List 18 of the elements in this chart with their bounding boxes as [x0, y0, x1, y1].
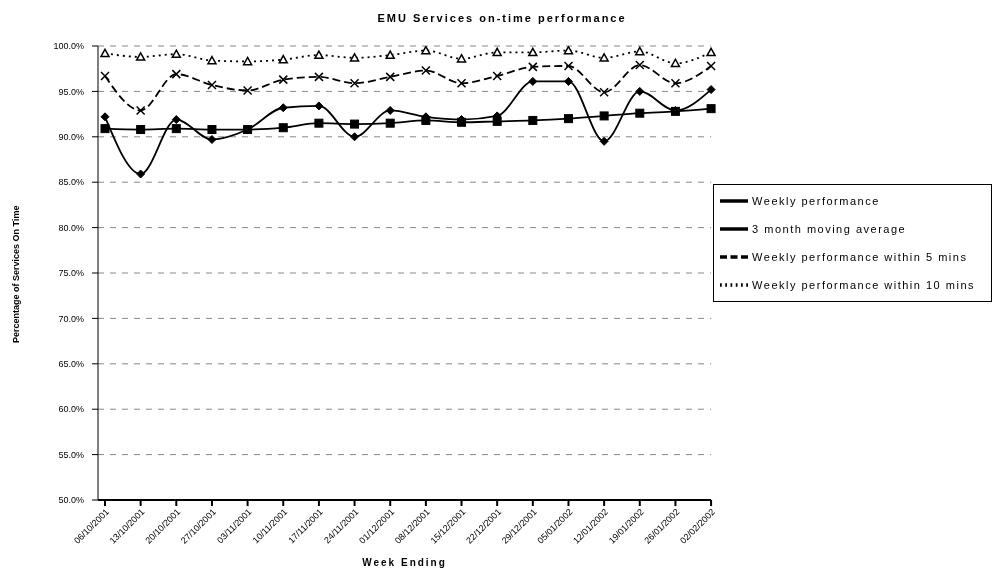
- y-tick-label: 70.0%: [58, 313, 84, 324]
- y-tick-label: 60.0%: [58, 404, 84, 415]
- y-tick-label: 75.0%: [58, 268, 84, 279]
- legend-label: 3 month moving average: [752, 223, 907, 236]
- y-tick-label: 85.0%: [58, 177, 84, 188]
- y-tick-label: 65.0%: [58, 358, 84, 369]
- y-tick-label: 80.0%: [58, 222, 84, 233]
- y-axis-title: Percentage of Services On Time: [11, 205, 22, 343]
- y-tick-label: 100.0%: [53, 41, 84, 52]
- y-tick-label: 95.0%: [58, 86, 84, 97]
- y-tick-label: 50.0%: [58, 495, 84, 506]
- legend-label: Weekly performance: [752, 195, 880, 208]
- legend-label: Weekly performance within 10 mins: [752, 279, 975, 292]
- y-tick-label: 90.0%: [58, 131, 84, 142]
- legend-label: Weekly performance within 5 mins: [752, 251, 968, 264]
- x-axis-title: Week Ending: [362, 557, 447, 568]
- chart-title: EMU Services on-time performance: [376, 11, 628, 26]
- y-tick-label: 55.0%: [58, 449, 84, 460]
